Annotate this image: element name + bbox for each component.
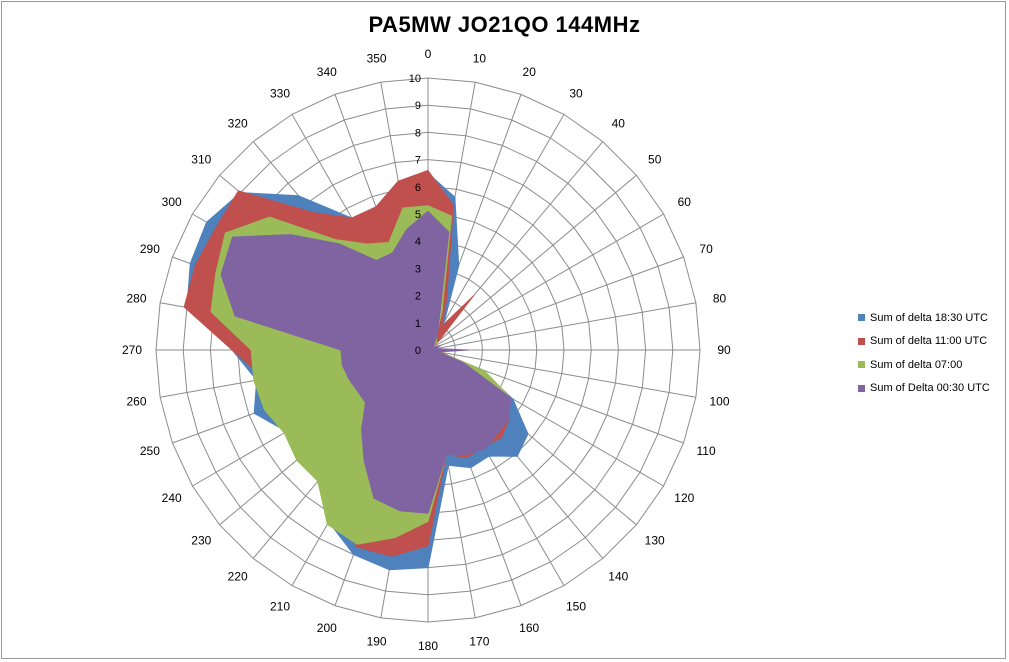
angle-tick-label: 220 — [228, 570, 248, 584]
angle-tick-label: 260 — [126, 394, 146, 408]
angle-tick-label: 20 — [523, 65, 537, 79]
series-area-4 — [220, 210, 511, 514]
legend-item: Sum of delta 11:00 UTC — [858, 330, 990, 354]
chart-title: PA5MW JO21QO 144MHz — [368, 12, 641, 37]
legend-item: Sum of delta 18:30 UTC — [858, 306, 990, 330]
angle-tick-label: 230 — [191, 533, 211, 547]
radial-tick-label: 9 — [415, 100, 421, 112]
angle-tick-label: 300 — [162, 195, 182, 209]
angle-tick-label: 320 — [228, 116, 248, 130]
angle-tick-label: 180 — [418, 639, 438, 653]
legend-label: Sum of delta 11:00 UTC — [870, 335, 988, 348]
grid-spoke — [427, 114, 565, 351]
angle-tick-label: 340 — [317, 65, 337, 79]
angle-tick-label: 120 — [674, 491, 694, 505]
radial-tick-label: 7 — [415, 155, 421, 167]
series-group — [183, 170, 529, 571]
angle-tick-label: 100 — [709, 394, 729, 408]
radial-tick-label: 4 — [415, 236, 421, 248]
angle-tick-label: 80 — [713, 292, 727, 306]
angle-tick-label: 280 — [126, 292, 146, 306]
angle-tick-label: 10 — [473, 52, 487, 66]
radial-tick-label: 2 — [415, 291, 421, 303]
legend-swatch — [858, 314, 865, 322]
angle-tick-label: 170 — [469, 635, 489, 649]
angle-tick-label: 130 — [645, 533, 665, 547]
angle-tick-label: 110 — [697, 444, 716, 458]
angle-tick-label: 240 — [162, 491, 182, 505]
angle-tick-label: 150 — [566, 599, 586, 613]
legend-item: Sum of Delta 00:30 UTC — [858, 377, 990, 401]
grid-spoke — [427, 349, 696, 398]
angle-tick-label: 60 — [678, 195, 692, 209]
angle-tick-label: 200 — [317, 621, 337, 635]
legend-item: Sum of delta 07:00 — [858, 353, 990, 377]
angle-tick-label: 140 — [608, 570, 628, 584]
angle-tick-label: 90 — [717, 343, 731, 357]
angle-tick-label: 30 — [569, 87, 583, 101]
grid-spoke — [427, 174, 637, 351]
angle-tick-label: 270 — [122, 343, 142, 357]
radial-tick-label: 0 — [415, 345, 421, 357]
radial-tick-label: 1 — [415, 318, 421, 330]
angle-tick-label: 160 — [519, 621, 539, 635]
radial-tick-label: 6 — [415, 182, 421, 194]
angle-tick-label: 0 — [425, 47, 432, 61]
radial-tick-label: 5 — [415, 209, 421, 221]
legend-swatch — [858, 384, 865, 392]
angle-tick-label: 290 — [140, 242, 160, 256]
legend-swatch — [858, 361, 865, 369]
radial-tick-label: 3 — [415, 263, 421, 275]
grid-spoke — [427, 302, 696, 351]
radial-tick-label: 10 — [409, 73, 421, 85]
angle-tick-label: 40 — [612, 116, 626, 130]
angle-tick-label: 70 — [699, 242, 713, 256]
angle-tick-label: 50 — [648, 153, 662, 167]
legend-label: Sum of delta 18:30 UTC — [870, 311, 989, 324]
angle-tick-label: 310 — [191, 153, 211, 167]
radial-tick-label: 8 — [415, 127, 421, 139]
legend-label: Sum of Delta 00:30 UTC — [870, 382, 990, 395]
angle-tick-label: 250 — [140, 444, 160, 458]
legend-swatch — [858, 337, 865, 345]
angle-tick-label: 210 — [270, 599, 290, 613]
angle-tick-label: 330 — [270, 87, 290, 101]
legend-label: Sum of delta 07:00 — [870, 358, 963, 371]
angle-tick-label: 350 — [367, 52, 387, 66]
grid-spoke — [427, 213, 664, 351]
legend: Sum of delta 18:30 UTC Sum of delta 11:00… — [858, 306, 990, 400]
angle-tick-label: 190 — [367, 635, 387, 649]
grid-spoke — [427, 256, 684, 351]
